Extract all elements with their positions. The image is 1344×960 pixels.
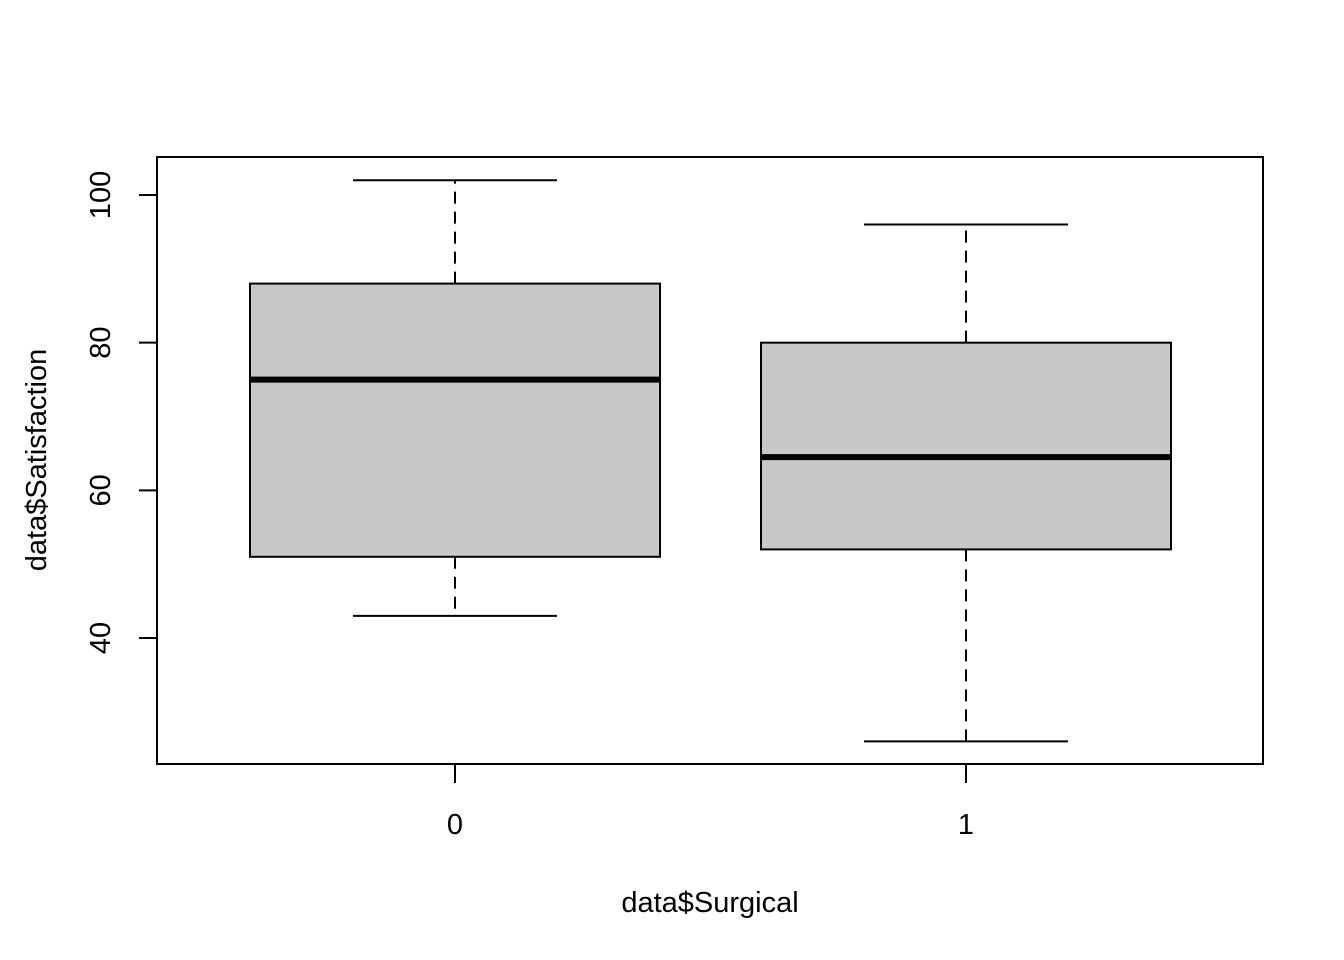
y-tick-label: 40	[85, 622, 117, 654]
box-group-1	[760, 223, 1172, 743]
y-axis: 40 60 80 100	[85, 171, 158, 654]
boxes-layer	[249, 179, 1172, 743]
y-axis-label: data$Satisfaction	[21, 349, 53, 571]
box-iqr	[249, 282, 661, 558]
y-tick-label: 100	[85, 171, 117, 219]
box-group-0	[249, 179, 661, 617]
x-axis-label: data$Surgical	[621, 887, 798, 919]
x-tick-label: 1	[958, 809, 974, 841]
y-tick-label: 80	[85, 327, 117, 359]
box-iqr	[760, 341, 1172, 551]
x-tick-label: 0	[447, 809, 463, 841]
y-tick-label: 60	[85, 474, 117, 506]
